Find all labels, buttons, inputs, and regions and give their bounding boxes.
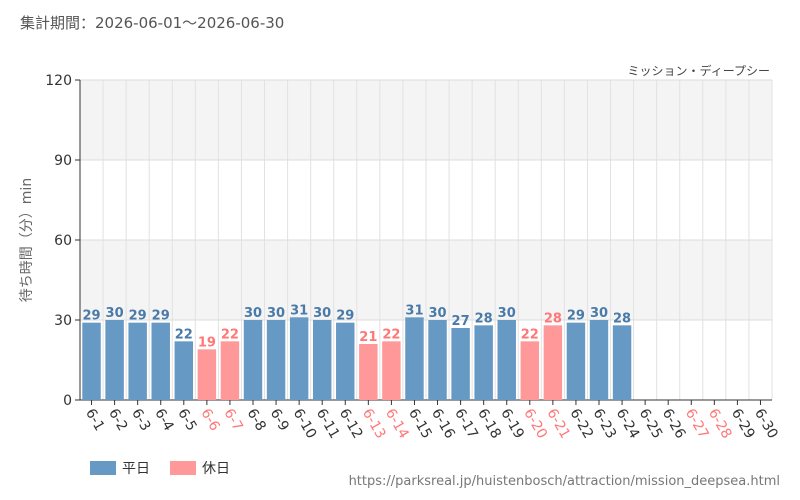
bar-6-5 [174, 341, 194, 400]
bar-6-2 [105, 320, 124, 400]
period-label: 集計期間：2026-06-01～2026-06-30 [20, 14, 285, 32]
legend-holiday-label: 休日 [202, 461, 230, 477]
x-tick-label: 6-26 [659, 406, 689, 442]
bar-value-label: 29 [129, 309, 147, 324]
bar-6-4 [151, 322, 170, 400]
y-tick-label: 0 [63, 393, 72, 409]
x-tick-label: 6-23 [590, 406, 620, 442]
x-tick-label: 6-3 [128, 406, 153, 434]
x-tick-label: 6-10 [290, 406, 320, 442]
x-tick-label: 6-14 [382, 406, 412, 442]
x-tick-label: 6-9 [267, 406, 292, 434]
x-tick-label: 6-4 [151, 406, 176, 434]
bar-6-6 [197, 349, 217, 400]
x-tick-label: 6-19 [497, 406, 527, 442]
legend: 平日 休日 [90, 458, 250, 478]
x-tick-label: 6-1 [82, 406, 107, 434]
bar-value-label: 22 [382, 327, 400, 342]
x-tick-label: 6-16 [428, 406, 458, 442]
bar-value-label: 29 [82, 309, 100, 324]
x-tick-label: 6-28 [705, 406, 735, 442]
y-tick-label: 60 [54, 233, 72, 249]
x-tick-label: 6-29 [728, 406, 758, 442]
bar-value-label: 22 [221, 327, 239, 342]
bar-6-14 [382, 341, 401, 400]
x-tick-label: 6-5 [174, 406, 199, 434]
legend-weekday-label: 平日 [122, 461, 150, 477]
x-tick-label: 6-15 [405, 406, 435, 442]
bar-value-label: 30 [106, 306, 124, 321]
bar-value-label: 29 [336, 309, 354, 324]
legend-item-holiday: 休日 [170, 458, 230, 478]
bar-value-label: 28 [613, 311, 631, 326]
bar-6-18 [474, 325, 493, 400]
bar-6-23 [589, 320, 609, 400]
chart-title: ミッション・ディープシー [627, 64, 770, 78]
y-tick-label: 120 [45, 73, 72, 89]
bar-6-11 [312, 320, 332, 400]
x-tick-label: 6-7 [220, 406, 245, 434]
holiday-swatch [170, 461, 196, 475]
bar-6-7 [220, 341, 240, 400]
x-tick-label: 6-17 [451, 406, 481, 442]
x-tick-label: 6-20 [520, 406, 550, 442]
bar-value-label: 30 [267, 306, 285, 321]
bar-value-label: 22 [175, 327, 193, 342]
bar-value-label: 28 [544, 311, 562, 326]
x-tick-label: 6-21 [543, 406, 573, 442]
bar-value-label: 31 [290, 303, 308, 318]
bar-6-16 [428, 320, 447, 400]
bar-6-12 [336, 322, 355, 400]
bar-6-15 [405, 317, 424, 400]
x-tick-label: 6-25 [636, 406, 666, 442]
legend-item-weekday: 平日 [90, 458, 150, 478]
bar-value-label: 29 [152, 309, 170, 324]
bar-value-label: 30 [244, 306, 262, 321]
bar-value-label: 22 [521, 327, 539, 342]
bar-6-17 [451, 328, 470, 400]
bar-value-label: 30 [590, 306, 608, 321]
bar-6-22 [566, 322, 586, 400]
x-tick-label: 6-11 [313, 406, 343, 442]
bar-6-21 [543, 325, 563, 400]
x-tick-label: 6-6 [197, 406, 222, 434]
bar-value-label: 30 [313, 306, 331, 321]
bar-6-20 [520, 341, 540, 400]
weekday-swatch [90, 461, 116, 475]
bar-6-13 [359, 344, 378, 400]
bar-6-24 [612, 325, 632, 400]
bar-6-8 [243, 320, 263, 400]
x-tick-label: 6-27 [682, 406, 712, 442]
bar-value-label: 29 [567, 309, 585, 324]
bar-value-label: 30 [428, 306, 446, 321]
x-tick-label: 6-8 [244, 406, 269, 434]
bar-value-label: 30 [498, 306, 516, 321]
bar-value-label: 31 [405, 303, 423, 318]
x-tick-label: 6-24 [613, 406, 643, 442]
bar-6-1 [82, 322, 101, 400]
bar-value-label: 19 [198, 335, 216, 350]
x-tick-label: 6-30 [751, 406, 781, 442]
bar-value-label: 21 [359, 330, 377, 345]
y-tick-label: 90 [54, 153, 72, 169]
x-tick-label: 6-18 [474, 406, 504, 442]
bar-value-label: 27 [452, 314, 470, 329]
bar-6-9 [266, 320, 286, 400]
bar-6-10 [289, 317, 309, 400]
bar-6-3 [128, 322, 147, 400]
x-tick-label: 6-13 [359, 406, 389, 442]
x-tick-label: 6-12 [336, 406, 366, 442]
x-tick-label: 6-22 [566, 406, 596, 442]
y-tick-label: 30 [54, 313, 72, 329]
bar-value-label: 28 [475, 311, 493, 326]
bar-6-19 [497, 320, 516, 400]
x-tick-label: 6-2 [105, 406, 130, 434]
source-url: https://parksreal.jp/huistenbosch/attrac… [348, 474, 780, 489]
